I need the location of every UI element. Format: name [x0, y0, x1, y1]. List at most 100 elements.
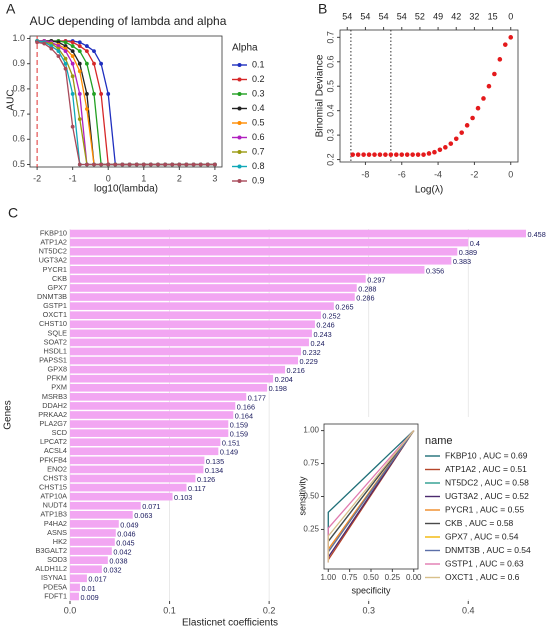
- y-axis-label: AUC: [6, 89, 17, 110]
- legend-label: NT5DC2 , AUC = 0.58: [445, 477, 529, 487]
- x-tick-label: 2: [177, 173, 182, 183]
- x-tick-label: -4: [434, 169, 442, 179]
- point: [437, 147, 443, 153]
- bar: [70, 247, 458, 256]
- value-label: 0.232: [302, 348, 320, 357]
- top-tick-label: 54: [342, 11, 352, 21]
- x-tick-label: -2: [470, 169, 478, 179]
- legend-label: 0.9: [252, 175, 265, 185]
- legend-marker: [237, 179, 242, 183]
- value-label: 0.458: [528, 230, 546, 239]
- point: [432, 149, 437, 155]
- bar: [70, 383, 268, 392]
- legend-label: CKB , AUC = 0.58: [445, 518, 514, 528]
- y-tick-label: ATP1B3: [40, 510, 67, 519]
- y-tick-label: ASNS: [47, 528, 67, 537]
- bar: [70, 320, 315, 329]
- legend-marker: [237, 121, 242, 125]
- plot-frame: [339, 29, 519, 163]
- point: [70, 44, 75, 48]
- value-label: 0.166: [237, 402, 255, 411]
- legend-marker: [237, 135, 242, 140]
- value-label: 0.204: [275, 375, 293, 384]
- value-label: 0.01: [81, 584, 95, 593]
- value-label: 0.071: [142, 502, 160, 511]
- bar: [70, 238, 469, 247]
- y-tick-label: PFKM: [47, 374, 67, 383]
- top-tick-label: 0: [508, 11, 513, 21]
- legend-marker: [237, 63, 242, 67]
- bar: [70, 329, 312, 338]
- x-tick-label: 0: [106, 173, 111, 183]
- point: [148, 162, 153, 167]
- legend-label: ATP1A2 , AUC = 0.51: [445, 464, 527, 474]
- y-tick-label: OXCT1: [43, 310, 67, 319]
- y-tick-label: UGT3A2: [39, 256, 67, 265]
- x-tick-label: 0.50: [363, 573, 379, 582]
- point: [106, 162, 111, 167]
- y-tick-label: ATP1A2: [40, 238, 67, 247]
- point: [481, 96, 486, 101]
- point: [486, 83, 492, 89]
- y-tick-label: 0.6: [12, 134, 25, 144]
- point: [355, 152, 361, 157]
- y-tick-label: 0.3: [325, 129, 335, 142]
- point: [502, 42, 508, 47]
- value-label: 0.151: [222, 439, 240, 448]
- y-tick-label: 0.4: [325, 104, 335, 117]
- y-tick-label: PAPSS1: [39, 355, 67, 364]
- legend-label: GSTP1 , AUC = 0.63: [445, 558, 524, 568]
- y-tick-label: PXM: [51, 383, 67, 392]
- y-axis-label: Binomial Deviance: [315, 54, 326, 137]
- value-label: 0.198: [269, 384, 287, 393]
- y-tick-label: 0.5: [325, 80, 335, 93]
- value-label: 0.159: [230, 420, 248, 429]
- point: [84, 107, 89, 111]
- point: [426, 151, 432, 156]
- legend-marker: [237, 106, 242, 111]
- legend-title: Alpha: [232, 43, 258, 54]
- value-label: 0.4: [470, 239, 480, 248]
- bar: [70, 429, 229, 437]
- bar: [70, 520, 119, 528]
- legend-marker: [237, 77, 242, 82]
- point: [443, 145, 448, 150]
- value-label: 0.046: [117, 529, 135, 538]
- y-tick-label: 0.75: [303, 459, 319, 468]
- legend-label: 0.1: [252, 59, 265, 69]
- point: [191, 162, 196, 167]
- x-tick-label: 0.75: [342, 573, 358, 582]
- y-tick-label: 0.8: [12, 83, 25, 93]
- value-label: 0.297: [367, 275, 385, 284]
- y-tick-label: SOAT2: [44, 337, 67, 346]
- x-axis-label: Log(λ): [415, 185, 443, 196]
- value-label: 0.017: [88, 575, 106, 584]
- point: [70, 40, 75, 45]
- point: [205, 162, 210, 167]
- value-label: 0.063: [134, 511, 152, 520]
- point: [35, 40, 40, 45]
- point: [84, 92, 89, 96]
- panel-letter: B: [318, 1, 327, 17]
- point: [84, 44, 89, 48]
- bar: [70, 275, 366, 283]
- point: [141, 162, 146, 167]
- bar: [70, 411, 234, 419]
- top-tick-label: 54: [397, 11, 407, 21]
- bar: [70, 302, 334, 310]
- point: [56, 54, 61, 59]
- value-label: 0.042: [113, 548, 131, 557]
- x-tick-label: -2: [33, 173, 41, 183]
- value-label: 0.177: [248, 393, 266, 402]
- y-tick-label: CHST3: [43, 473, 67, 482]
- x-tick-label: 0.00: [406, 573, 422, 582]
- point: [99, 162, 104, 167]
- y-tick-label: FKBP10: [40, 228, 67, 237]
- value-label: 0.009: [80, 593, 98, 602]
- bar: [70, 420, 229, 428]
- point: [361, 152, 366, 157]
- point: [70, 54, 75, 59]
- value-label: 0.24: [310, 339, 324, 348]
- bar: [70, 438, 221, 447]
- bar: [70, 229, 527, 238]
